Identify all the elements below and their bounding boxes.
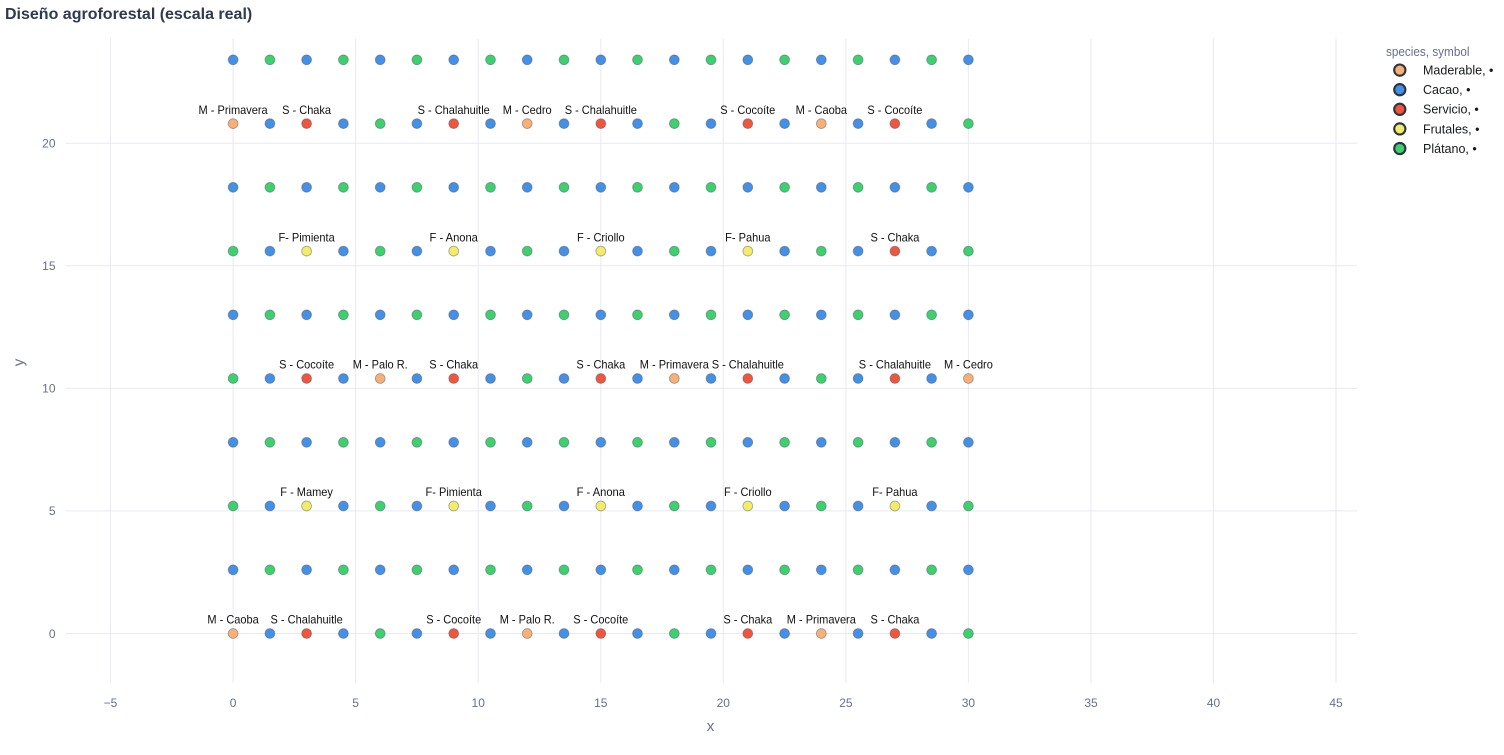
- svg-text:S - Cocoíte: S - Cocoíte: [720, 103, 775, 117]
- svg-text:Plátano, •: Plátano, •: [1423, 142, 1477, 156]
- svg-text:F- Pimienta: F- Pimienta: [278, 230, 335, 244]
- svg-text:M - Cedro: M - Cedro: [944, 358, 993, 372]
- svg-text:Frutales, •: Frutales, •: [1423, 122, 1479, 136]
- svg-text:species, symbol: species, symbol: [1386, 45, 1470, 59]
- svg-text:S - Cocoíte: S - Cocoíte: [426, 613, 481, 627]
- svg-text:25: 25: [839, 696, 853, 710]
- svg-text:20: 20: [717, 696, 731, 710]
- svg-text:15: 15: [42, 259, 56, 273]
- svg-text:Servicio, •: Servicio, •: [1423, 103, 1479, 117]
- svg-text:S - Cocoíte: S - Cocoíte: [867, 103, 922, 117]
- svg-text:M - Primavera: M - Primavera: [787, 613, 856, 627]
- svg-text:M - Primavera: M - Primavera: [199, 103, 268, 117]
- svg-text:F - Anona: F - Anona: [430, 230, 479, 244]
- svg-text:Diseño agroforestal (escala re: Diseño agroforestal (escala real): [5, 6, 252, 23]
- svg-text:M - Cedro: M - Cedro: [503, 103, 552, 117]
- svg-text:M - Palo R.: M - Palo R.: [353, 358, 408, 372]
- svg-text:S - Chaka: S - Chaka: [723, 613, 772, 627]
- svg-text:M - Caoba: M - Caoba: [207, 613, 259, 627]
- svg-text:S - Chalahuitle: S - Chalahuitle: [418, 103, 490, 117]
- svg-text:S - Chalahuitle: S - Chalahuitle: [271, 613, 343, 627]
- svg-text:45: 45: [1329, 696, 1343, 710]
- svg-text:10: 10: [42, 382, 56, 396]
- svg-text:S - Chaka: S - Chaka: [576, 358, 625, 372]
- svg-text:20: 20: [42, 137, 56, 151]
- svg-text:30: 30: [962, 696, 976, 710]
- svg-text:10: 10: [472, 696, 486, 710]
- svg-text:40: 40: [1207, 696, 1221, 710]
- svg-text:F - Mamey: F - Mamey: [280, 485, 333, 499]
- svg-text:S - Chaka: S - Chaka: [282, 103, 331, 117]
- svg-text:Cacao, •: Cacao, •: [1423, 83, 1470, 97]
- svg-text:S - Chalahuitle: S - Chalahuitle: [565, 103, 637, 117]
- svg-text:S - Cocoíte: S - Cocoíte: [573, 613, 628, 627]
- svg-text:M - Palo R.: M - Palo R.: [500, 613, 555, 627]
- svg-text:S - Chaka: S - Chaka: [429, 358, 478, 372]
- svg-text:S - Chaka: S - Chaka: [870, 613, 919, 627]
- svg-text:−5: −5: [104, 696, 118, 710]
- svg-text:15: 15: [594, 696, 608, 710]
- svg-text:5: 5: [49, 504, 56, 518]
- svg-text:S - Chaka: S - Chaka: [870, 230, 919, 244]
- svg-text:S - Cocoíte: S - Cocoíte: [279, 358, 334, 372]
- svg-text:F - Criollo: F - Criollo: [577, 230, 625, 244]
- svg-text:M - Caoba: M - Caoba: [796, 103, 848, 117]
- svg-text:F- Pahua: F- Pahua: [725, 230, 771, 244]
- svg-text:M - Primavera: M - Primavera: [640, 358, 709, 372]
- svg-text:F- Pahua: F- Pahua: [872, 485, 918, 499]
- svg-text:F - Anona: F - Anona: [577, 485, 626, 499]
- svg-text:x: x: [707, 718, 715, 735]
- svg-text:0: 0: [49, 627, 56, 641]
- svg-text:F- Pimienta: F- Pimienta: [426, 485, 483, 499]
- svg-text:S - Chalahuitle: S - Chalahuitle: [712, 358, 784, 372]
- svg-text:y: y: [11, 358, 28, 366]
- svg-text:Maderable, •: Maderable, •: [1423, 64, 1493, 78]
- svg-text:S - Chalahuitle: S - Chalahuitle: [859, 358, 931, 372]
- svg-text:0: 0: [230, 696, 237, 710]
- svg-text:F - Criollo: F - Criollo: [724, 485, 772, 499]
- svg-text:35: 35: [1084, 696, 1098, 710]
- svg-text:5: 5: [352, 696, 359, 710]
